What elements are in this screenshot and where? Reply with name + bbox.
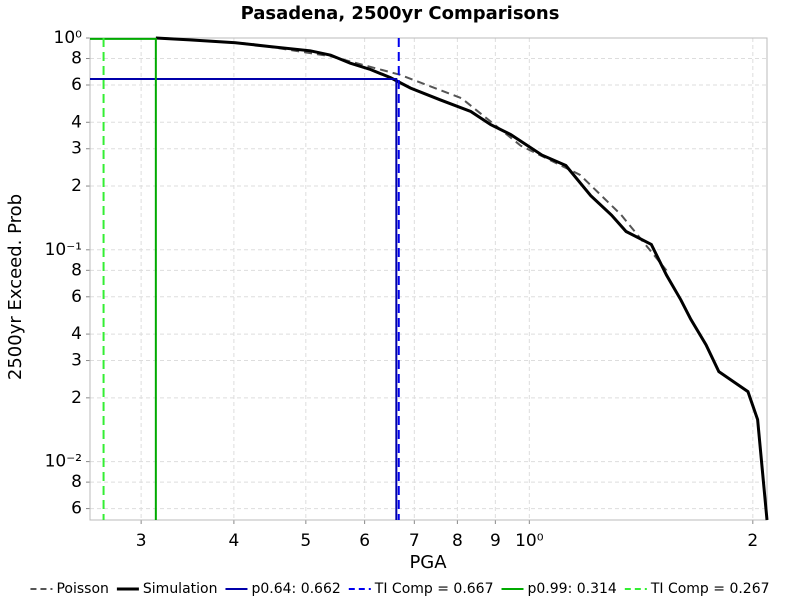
x-tick-label: 2 [747, 531, 758, 551]
legend-label: Simulation [143, 581, 218, 597]
y-tick-label: 10⁻¹ [45, 240, 82, 260]
plot-frame [89, 37, 768, 521]
legend-label: TI Comp = 0.667 [374, 581, 494, 597]
y-tick-label: 3 [71, 139, 82, 159]
y-tick-label: 4 [71, 112, 82, 132]
series-line [161, 37, 668, 271]
y-tick-label: 6 [71, 75, 82, 95]
reference-crosshair [90, 78, 398, 520]
y-tick-label: 10⁰ [54, 28, 83, 48]
legend-label: TI Comp = 0.267 [650, 581, 770, 597]
x-tick-label: 5 [300, 531, 311, 551]
reference-crosshair [90, 37, 157, 520]
series-line [155, 36, 769, 521]
x-tick-label: 3 [136, 531, 147, 551]
y-tick-label: 2 [71, 388, 82, 408]
y-tick-label: 8 [71, 472, 82, 492]
x-axis-label: PGA [409, 552, 447, 573]
x-tick-label: 8 [452, 531, 463, 551]
x-tick-label: 6 [359, 531, 370, 551]
x-tick-label: 7 [409, 531, 420, 551]
y-tick-label: 6 [71, 499, 82, 519]
x-tick-label: 10⁰ [515, 531, 544, 551]
y-tick-label: 8 [71, 49, 82, 69]
y-tick-label: 3 [71, 351, 82, 371]
y-axis-label: 2500yr Exceed. Prob [5, 194, 26, 380]
y-tick-label: 8 [71, 260, 82, 280]
chart-title: Pasadena, 2500yr Comparisons [241, 3, 560, 24]
legend-label: p0.99: 0.314 [528, 581, 617, 597]
x-tick-label: 9 [490, 531, 501, 551]
x-tick-label: 4 [228, 531, 239, 551]
y-tick-label: 4 [71, 324, 82, 344]
y-tick-label: 2 [71, 176, 82, 196]
legend-label: Poisson [56, 581, 108, 597]
y-tick-label: 10⁻² [45, 452, 82, 472]
legend-label: p0.64: 0.662 [251, 581, 340, 597]
legend: Poisson Simulation p0.64: 0.662 TI Comp = 0… [30, 581, 770, 597]
y-tick-label: 6 [71, 287, 82, 307]
